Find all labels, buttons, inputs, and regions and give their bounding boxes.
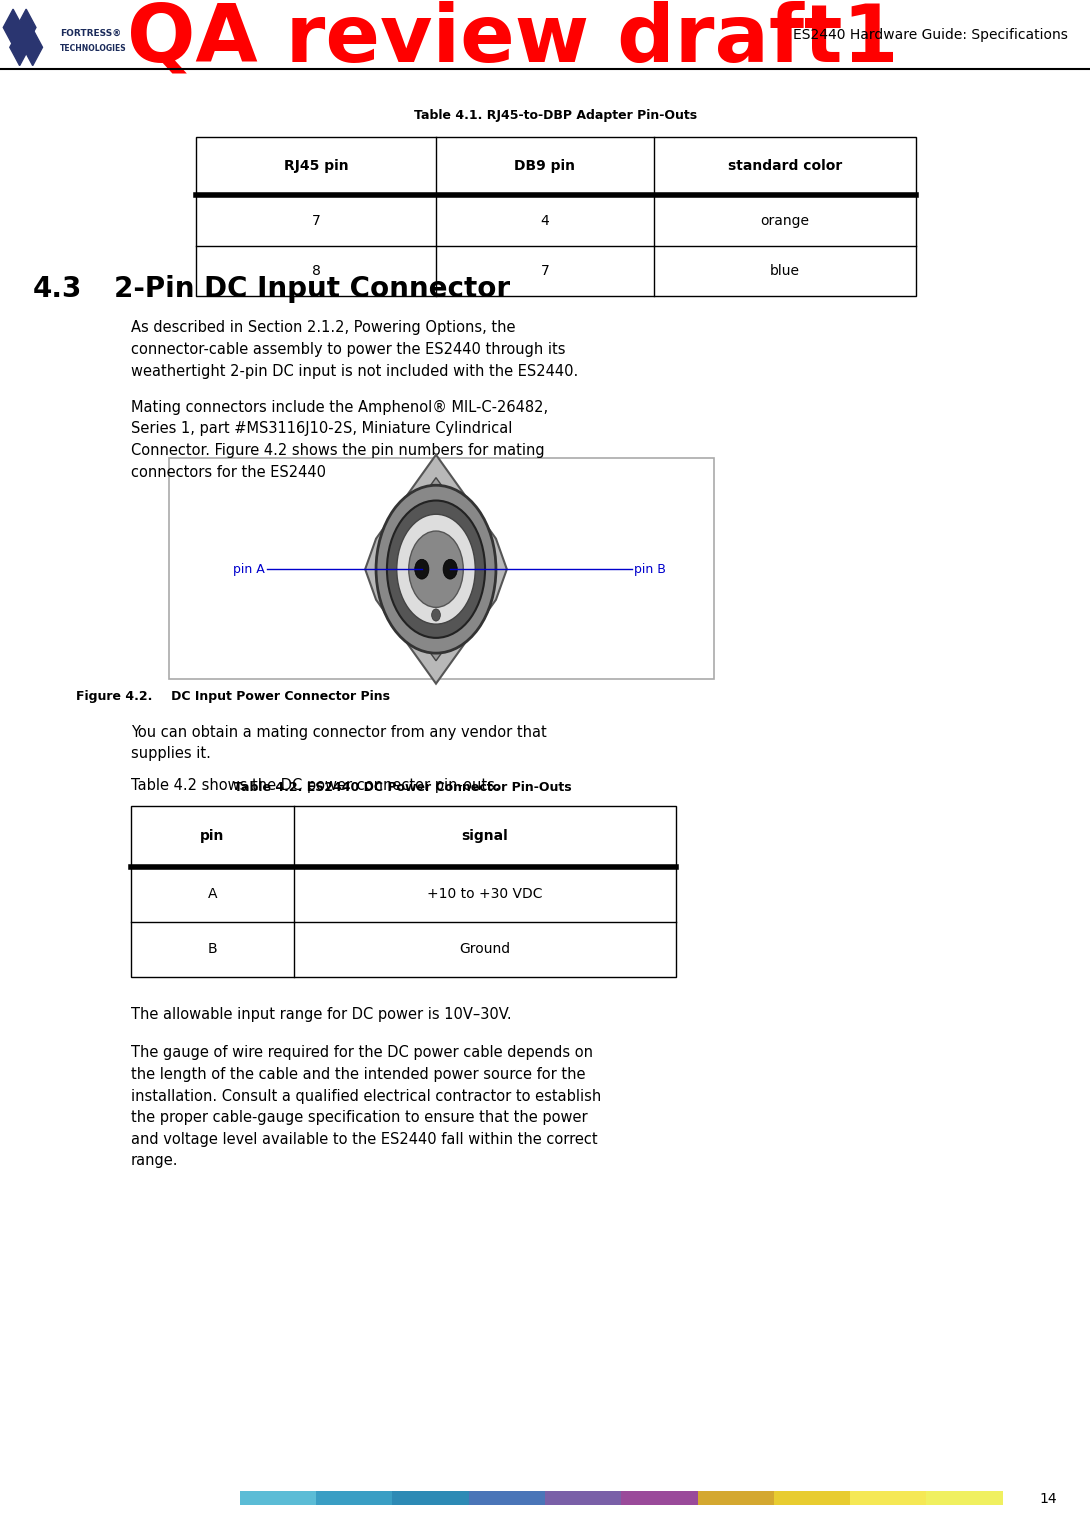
Bar [621,1491,698,1505]
Text: 8: 8 [312,264,320,278]
Text: standard color: standard color [728,159,841,174]
Text: signal: signal [462,829,508,844]
Text: orange: orange [761,214,809,227]
Text: 7: 7 [541,264,549,278]
Bar [196,137,916,296]
Text: Mating connectors include the Amphenol® MIL-C-26482,
Series 1, part #MS3116J10-2: Mating connectors include the Amphenol® … [131,400,548,479]
Ellipse shape [376,485,496,653]
Text: 2-Pin DC Input Connector: 2-Pin DC Input Connector [114,275,510,302]
Text: blue: blue [770,264,800,278]
Text: RJ45 pin: RJ45 pin [283,159,349,174]
Text: QA review draft1: QA review draft1 [126,0,898,79]
Text: 4.3: 4.3 [33,275,82,302]
Bar [545,1491,621,1505]
Text: ES2440 Hardware Guide: Specifications: ES2440 Hardware Guide: Specifications [794,27,1068,43]
Bar [926,1491,1003,1505]
Text: +10 to +30 VDC: +10 to +30 VDC [427,887,543,902]
Bar [316,1491,392,1505]
Bar [240,1491,316,1505]
Polygon shape [16,9,36,46]
Text: A: A [208,887,217,902]
Text: DB9 pin: DB9 pin [514,159,576,174]
Bar [392,1491,469,1505]
Circle shape [432,609,440,621]
Polygon shape [379,478,493,661]
Text: 7: 7 [312,214,320,227]
Bar [469,1491,545,1505]
Ellipse shape [397,514,475,624]
Text: DC Input: DC Input [390,511,462,526]
Bar [850,1491,926,1505]
Text: You can obtain a mating connector from any vendor that
supplies it.: You can obtain a mating connector from a… [131,725,546,761]
Polygon shape [10,29,29,66]
Polygon shape [3,9,23,46]
Text: pin B: pin B [634,563,666,575]
Circle shape [414,559,428,580]
Circle shape [444,559,458,580]
Text: 14: 14 [1040,1491,1057,1506]
Text: pin: pin [201,829,225,844]
Text: FORTRESS®: FORTRESS® [60,29,121,38]
Text: As described in Section 2.1.2, Powering Options, the
connector-cable assembly to: As described in Section 2.1.2, Powering … [131,320,578,378]
Text: Table 4.2. ES2440 DC Power Connector Pin-Outs: Table 4.2. ES2440 DC Power Connector Pin… [234,780,572,794]
Ellipse shape [387,501,485,638]
Text: Figure 4.2.: Figure 4.2. [76,690,153,703]
Bar [774,1491,850,1505]
Text: TECHNOLOGIES: TECHNOLOGIES [60,44,126,53]
Text: Table 4.2 shows the DC power connector pin-outs.: Table 4.2 shows the DC power connector p… [131,778,499,794]
Text: The gauge of wire required for the DC power cable depends on
the length of the c: The gauge of wire required for the DC po… [131,1045,601,1169]
Polygon shape [365,455,507,684]
Text: DC Input Power Connector Pins: DC Input Power Connector Pins [158,690,390,703]
Text: 4: 4 [541,214,549,227]
Ellipse shape [409,531,463,607]
Text: Ground: Ground [460,942,510,957]
Text: The allowable input range for DC power is 10V–30V.: The allowable input range for DC power i… [131,1007,511,1022]
Bar [131,806,676,977]
Text: .: . [452,511,457,526]
Text: pin A: pin A [233,563,265,575]
Bar [169,458,714,679]
Polygon shape [23,29,43,66]
Text: B: B [208,942,217,957]
Bar [698,1491,774,1505]
Text: Table 4.1. RJ45-to-DBP Adapter Pin-Outs: Table 4.1. RJ45-to-DBP Adapter Pin-Outs [414,108,698,122]
